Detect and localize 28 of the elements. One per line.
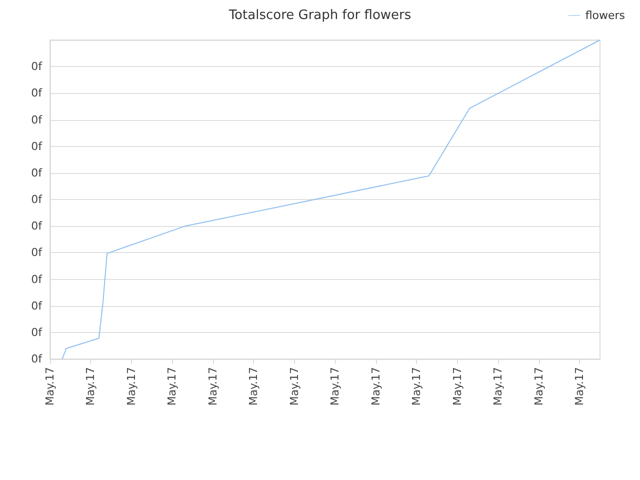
text: 0f	[31, 193, 44, 206]
text: 0f	[31, 86, 44, 100]
text: 0f	[31, 299, 44, 312]
text: 0f	[31, 326, 44, 339]
x-tick-label: May.17	[328, 367, 342, 406]
x-tick-label: May.17	[573, 367, 586, 406]
text: 0f	[31, 166, 44, 180]
x-tick-label: May.17	[84, 367, 98, 406]
chart-title: Totalscore Graph for flowers	[228, 8, 412, 23]
x-tick-label: May.17	[450, 367, 464, 406]
legend-label: flowers	[585, 9, 626, 22]
text: 0f	[31, 352, 44, 366]
x-tick-label: May.17	[44, 367, 56, 406]
x-tick-label: May.17	[369, 367, 382, 406]
text: 0f	[31, 272, 44, 286]
x-tick-label: May.17	[288, 367, 301, 406]
text: 0f	[31, 220, 44, 233]
x-tick-label: May.17	[532, 367, 546, 406]
x-tick-label: May.17	[206, 367, 220, 406]
text: 0f	[31, 60, 44, 74]
text: 0f	[31, 140, 44, 153]
text: 0f	[31, 113, 44, 126]
x-tick-label: May.17	[247, 367, 260, 406]
x-tick-label: May.17	[166, 367, 179, 406]
x-tick-label: May.17	[492, 367, 505, 406]
text: 0f	[31, 246, 44, 260]
x-tick-label: May.17	[410, 367, 424, 406]
x-tick-label: May.17	[124, 367, 138, 406]
